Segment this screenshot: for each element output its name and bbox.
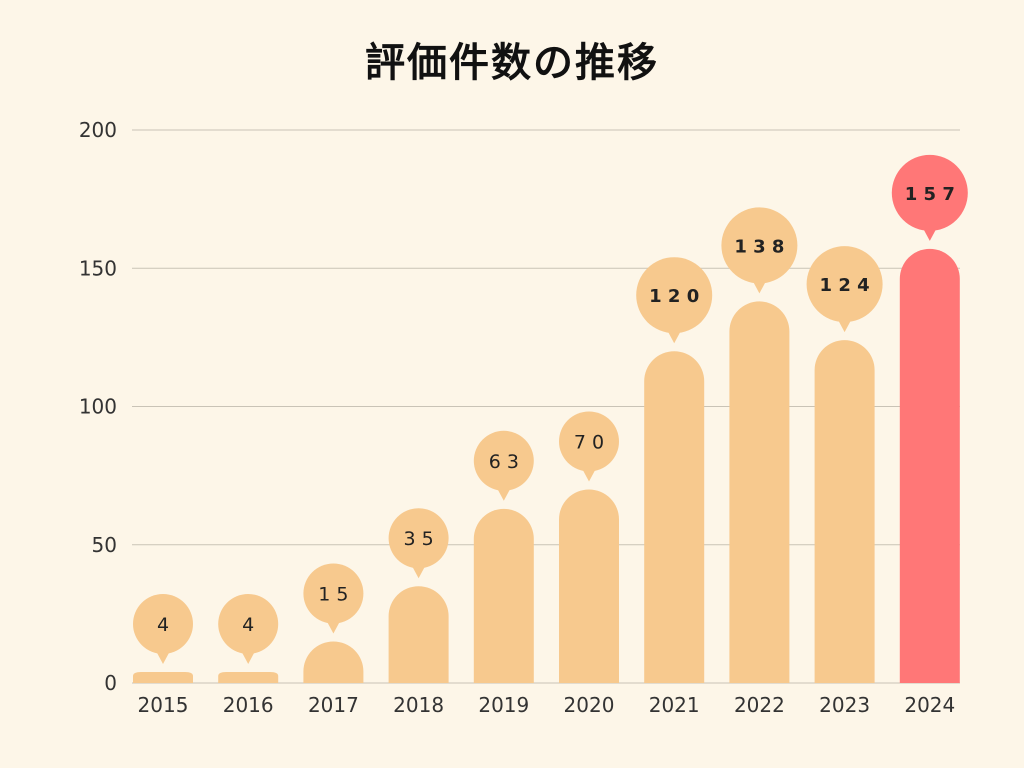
data-label: 6 3 xyxy=(489,451,519,473)
x-tick-label: 2024 xyxy=(904,693,955,717)
bar-2023 xyxy=(814,340,875,683)
data-label: 4 xyxy=(242,614,254,636)
x-tick-label: 2017 xyxy=(308,693,359,717)
data-label: 1 2 4 xyxy=(820,275,870,296)
bubble-pointer xyxy=(241,650,256,664)
data-label: 3 5 xyxy=(403,528,433,550)
bubble-circle xyxy=(218,593,279,654)
y-tick-label: 50 xyxy=(92,533,117,557)
bar-2024 xyxy=(899,248,960,683)
bar-2017 xyxy=(303,641,364,683)
bubble-pointer xyxy=(411,565,426,579)
chart-title: 評価件数の推移 xyxy=(365,40,659,86)
bar-2022 xyxy=(729,301,790,683)
bubble-circle xyxy=(133,593,193,654)
x-tick-label: 2016 xyxy=(223,693,274,717)
data-label: 1 5 xyxy=(318,584,348,606)
bubble-pointer xyxy=(752,280,767,294)
bubble-circle xyxy=(891,154,968,231)
y-axis: 0 50 100 150 200 xyxy=(79,118,117,695)
bubble-pointer xyxy=(667,330,682,344)
data-label: 1 3 8 xyxy=(734,236,784,257)
bar-2016 xyxy=(218,671,279,683)
data-label: 4 xyxy=(157,614,169,636)
bar-2019 xyxy=(473,508,534,683)
data-label: 7 0 xyxy=(574,431,604,453)
y-tick-label: 0 xyxy=(104,671,117,695)
x-tick-label: 2020 xyxy=(564,693,615,717)
x-tick-label: 2022 xyxy=(734,693,785,717)
y-tick-label: 150 xyxy=(79,256,117,280)
data-label-bubble-2023: 1 2 4 xyxy=(806,246,883,333)
y-tick-label: 200 xyxy=(79,118,117,142)
data-labels: 4 4 1 5 3 5 6 3 7 0 1 2 0 1 3 8 1 2 4 1 5 7 xyxy=(133,154,968,664)
data-label-bubble-2017: 1 5 xyxy=(303,563,364,634)
bubble-pointer xyxy=(582,468,596,482)
bubble-pointer xyxy=(326,620,341,634)
data-label-bubble-2024: 1 5 7 xyxy=(891,154,968,241)
x-tick-label: 2018 xyxy=(393,693,444,717)
data-label-bubble-2019: 6 3 xyxy=(473,430,534,501)
bubble-circle xyxy=(636,257,713,334)
bubble-circle xyxy=(388,508,449,569)
bubble-pointer xyxy=(156,650,170,664)
bar-2021 xyxy=(644,351,705,683)
bar-2018 xyxy=(388,586,449,683)
bubble-circle xyxy=(721,207,798,284)
data-label: 1 5 7 xyxy=(905,184,955,205)
data-label-bubble-2021: 1 2 0 xyxy=(636,257,713,344)
y-tick-label: 100 xyxy=(79,395,117,419)
bar-2015 xyxy=(133,671,193,683)
data-label-bubble-2020: 7 0 xyxy=(559,411,619,482)
bubble-circle xyxy=(806,246,883,323)
bubble-pointer xyxy=(922,227,937,241)
data-label-bubble-2015: 4 xyxy=(133,593,193,664)
bubble-circle xyxy=(303,563,364,624)
x-tick-label: 2023 xyxy=(819,693,870,717)
bubble-pointer xyxy=(496,487,511,501)
data-label-bubble-2018: 3 5 xyxy=(388,508,449,579)
x-tick-label: 2021 xyxy=(649,693,700,717)
bubble-circle xyxy=(559,411,619,472)
data-label-bubble-2022: 1 3 8 xyxy=(721,207,798,294)
bubble-circle xyxy=(473,430,534,491)
bars xyxy=(133,248,960,683)
bubble-pointer xyxy=(837,319,852,333)
x-tick-label: 2015 xyxy=(138,693,189,717)
data-label: 1 2 0 xyxy=(649,286,699,307)
x-tick-label: 2019 xyxy=(478,693,529,717)
data-label-bubble-2016: 4 xyxy=(218,593,279,664)
bar-2020 xyxy=(559,489,619,683)
x-axis: 2015 2016 2017 2018 2019 2020 2021 2022 2023 2024 xyxy=(138,693,956,717)
